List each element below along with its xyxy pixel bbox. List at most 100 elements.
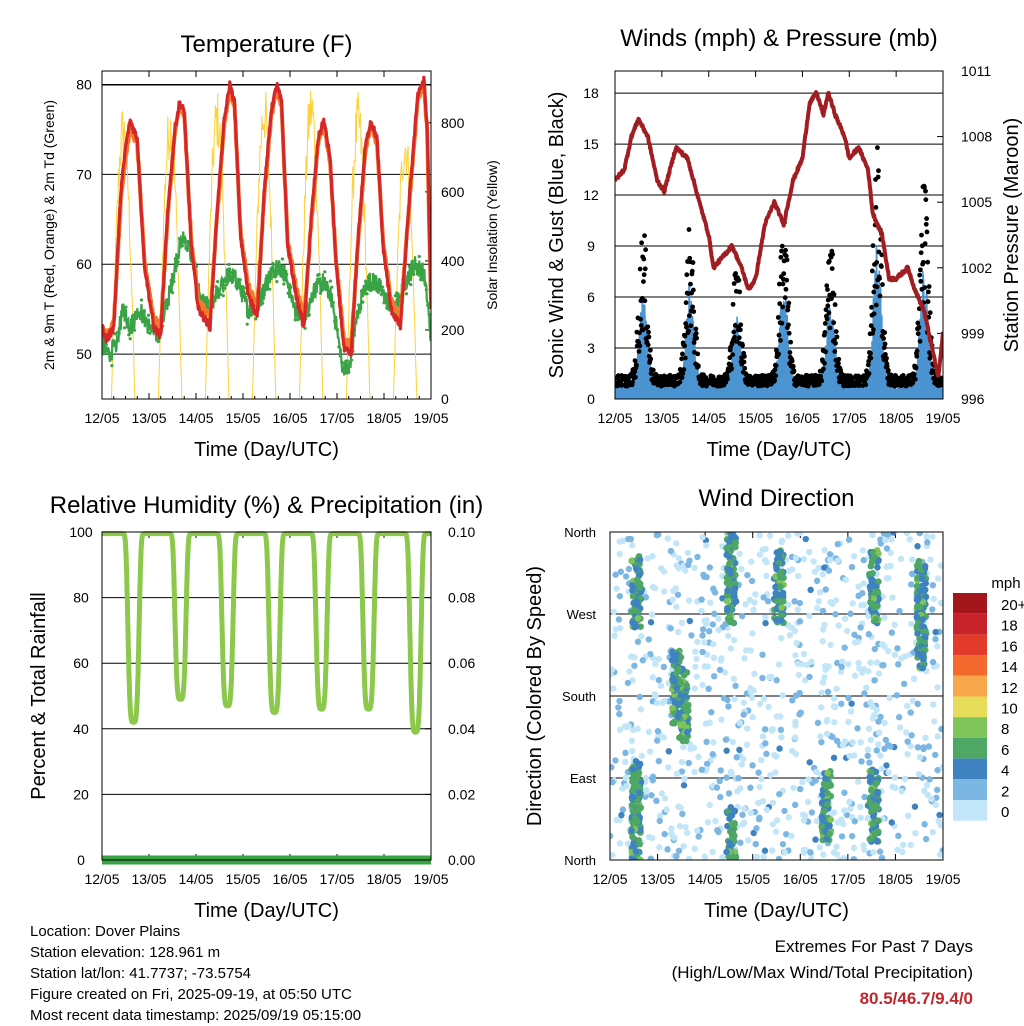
direction-point: [838, 833, 846, 840]
direction-point: [761, 726, 769, 733]
direction-point: [913, 574, 921, 582]
direction-point: [778, 734, 785, 741]
gust-point: [783, 247, 788, 253]
gust-point: [913, 365, 919, 371]
direction-point: [921, 633, 929, 640]
direction-point: [624, 840, 632, 847]
x-tick-label: 18/05: [878, 871, 913, 887]
direction-point: [794, 606, 801, 613]
gust-point: [876, 249, 882, 255]
y-tick-label: 80: [76, 76, 92, 92]
direction-point: [874, 804, 881, 812]
gust-point: [923, 188, 928, 194]
direction-point: [623, 723, 631, 731]
direction-point: [778, 568, 785, 576]
x-tick-label: 14/05: [688, 871, 723, 887]
gust-point: [920, 259, 926, 265]
x-tick-label: 14/05: [691, 410, 726, 426]
direction-point: [625, 565, 633, 573]
direction-point: [629, 747, 636, 755]
direction-point: [716, 666, 724, 674]
direction-point: [854, 638, 862, 645]
direction-point: [749, 713, 757, 721]
gust-point: [791, 368, 797, 374]
gust-point: [785, 307, 791, 313]
direction-point: [820, 808, 828, 815]
dewpoint-point: [307, 313, 311, 317]
direction-point: [716, 777, 723, 785]
direction-point: [849, 600, 856, 607]
latlon-text: Station lat/lon: 41.7737; -73.5754: [30, 965, 252, 982]
direction-point: [654, 728, 662, 735]
panel-2: Winds (mph) & Pressure (mb) Time (Day/UTC…: [546, 25, 1023, 461]
direction-point: [736, 746, 743, 754]
direction-point: [842, 576, 849, 583]
direction-point: [799, 811, 807, 818]
direction-point: [707, 599, 714, 606]
direction-point: [833, 685, 840, 692]
gust-point: [919, 232, 924, 238]
direction-point: [701, 853, 708, 860]
direction-point: [629, 587, 636, 594]
direction-point: [639, 657, 646, 664]
direction-point: [728, 532, 736, 537]
legend-swatch: [953, 593, 987, 614]
direction-point: [673, 651, 680, 658]
direction-point: [632, 848, 640, 855]
gust-point: [776, 332, 782, 338]
direction-point: [934, 575, 942, 582]
y-tick-label: South: [562, 689, 596, 704]
y2-axis-label: Station Pressure (Maroon): [1001, 118, 1023, 353]
direction-point: [911, 803, 919, 810]
gust-point: [779, 320, 785, 326]
direction-point: [713, 784, 721, 791]
direction-point: [699, 648, 706, 656]
gust-point: [773, 363, 779, 368]
gust-point: [636, 349, 642, 354]
gust-point: [881, 336, 886, 341]
direction-point: [751, 599, 758, 606]
direction-point: [740, 699, 748, 706]
gust-point: [691, 309, 697, 314]
y-tick-label: 0: [77, 852, 85, 868]
direction-point: [821, 674, 828, 681]
direction-point: [802, 535, 809, 543]
direction-point: [867, 562, 875, 570]
direction-point: [844, 660, 852, 668]
direction-point: [738, 612, 746, 620]
direction-point: [720, 695, 728, 702]
x-tick-label: 13/05: [640, 871, 675, 887]
direction-point: [823, 730, 831, 738]
direction-point: [671, 699, 679, 707]
direction-point: [759, 733, 767, 740]
direction-point: [909, 697, 916, 705]
legend-title: mph: [991, 575, 1020, 592]
direction-point: [755, 769, 762, 776]
gust-point: [863, 382, 869, 388]
x-tick-label: 15/05: [225, 871, 260, 887]
direction-point: [858, 758, 865, 765]
direction-point: [886, 694, 893, 702]
solar-insolation-series: [110, 90, 418, 399]
direction-point: [628, 827, 635, 834]
gust-point: [874, 284, 880, 290]
direction-point: [668, 656, 676, 664]
y2-tick-label: 600: [441, 184, 465, 200]
direction-point: [792, 718, 799, 725]
direction-point: [830, 695, 838, 702]
gust-point: [824, 316, 830, 322]
gust-point: [829, 266, 835, 272]
direction-point: [636, 693, 643, 701]
direction-point: [710, 654, 718, 661]
direction-point: [684, 549, 692, 556]
direction-point: [715, 828, 722, 836]
direction-point: [611, 632, 618, 640]
panel-title: Temperature (F): [180, 31, 352, 58]
direction-point: [935, 817, 942, 825]
gust-point: [781, 271, 787, 277]
direction-point: [788, 832, 795, 840]
direction-point: [814, 719, 822, 727]
direction-point: [685, 561, 692, 569]
gust-point: [639, 240, 645, 246]
gust-point: [922, 241, 928, 247]
